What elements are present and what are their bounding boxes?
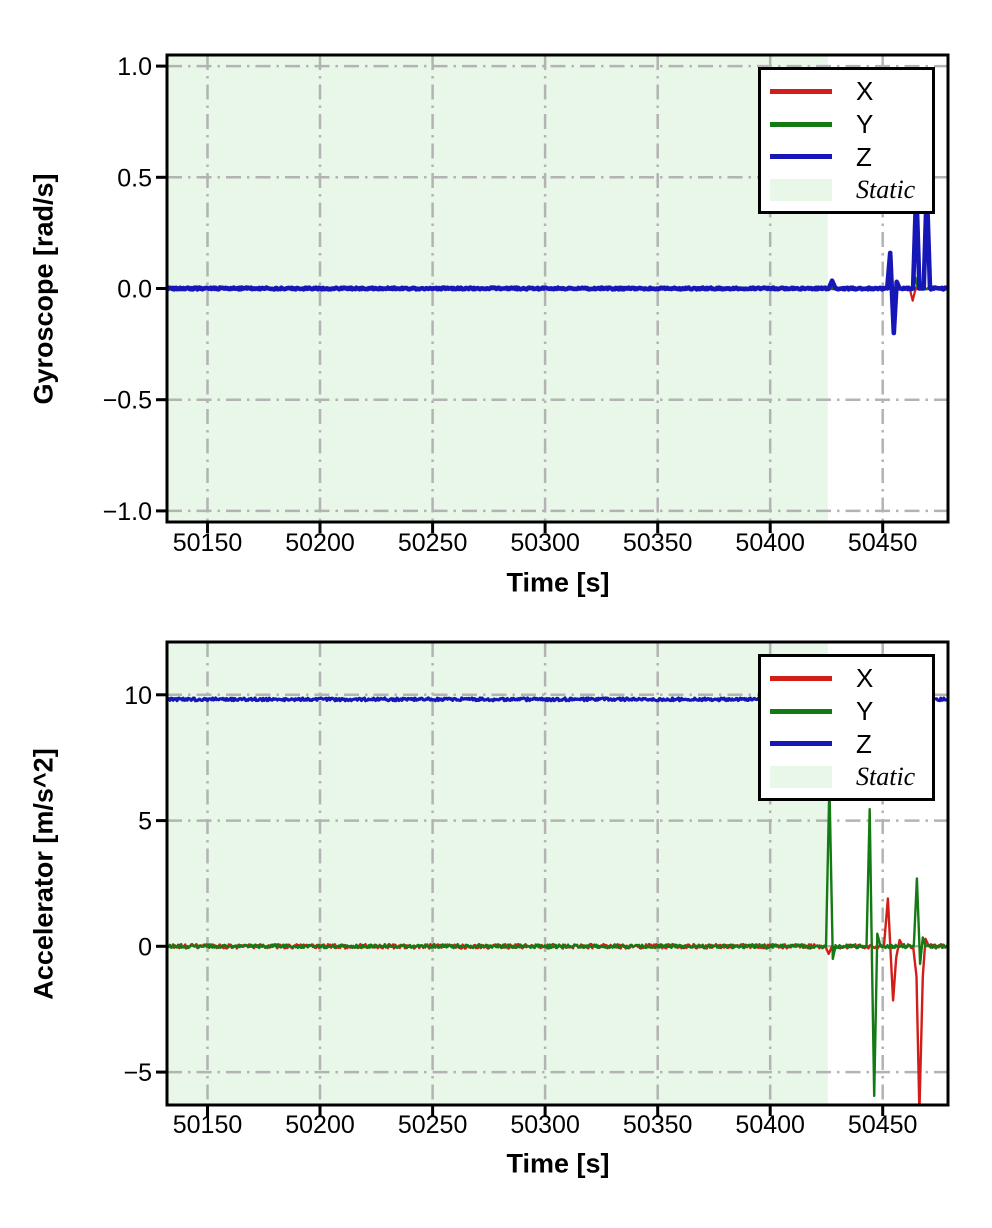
gyroscope-y-axis-label: Gyroscope [rad/s]: [28, 173, 59, 405]
y-tick-label: 0: [138, 933, 152, 961]
legend-item-static: Static: [770, 176, 932, 203]
y-tick-label: 10: [124, 682, 152, 710]
axes-frame: [165, 640, 950, 1107]
x-tick-label: 50350: [623, 1111, 693, 1139]
legend-item-label: Z: [856, 141, 872, 172]
y-tick-label: 1.0: [117, 53, 152, 81]
y-tick-label: 0.5: [117, 164, 152, 192]
x-tick-label: 50250: [398, 1111, 468, 1139]
y-tick-label: −0.5: [103, 387, 152, 415]
static-region: [167, 642, 828, 1105]
x-tick-label: 50400: [735, 1111, 805, 1139]
y-tick-label: 0.0: [117, 276, 152, 304]
legend-item-y: Y: [770, 111, 932, 138]
legend-line-swatch: [770, 675, 832, 681]
legend-item-label: Y: [856, 109, 874, 140]
legend-item-label: X: [856, 663, 874, 694]
legend-line-swatch: [770, 88, 832, 94]
axes-frame: [165, 53, 950, 524]
x-tick-label: 50150: [173, 1111, 243, 1139]
legend-item-x: X: [770, 665, 932, 692]
accelerator-x-axis-label: Time [s]: [506, 1148, 610, 1179]
series-z-line: [167, 186, 948, 336]
legend-static-swatch: [770, 765, 832, 788]
x-tick-label: 50450: [848, 1111, 918, 1139]
y-tick-label: −5: [123, 1059, 152, 1087]
legend-line-swatch: [770, 154, 832, 160]
x-tick-label: 50350: [623, 529, 693, 557]
legend-line-swatch: [770, 708, 832, 714]
y-tick-label: −1.0: [103, 498, 152, 526]
legend-item-z: Z: [770, 730, 932, 757]
legend-static-swatch: [770, 178, 832, 201]
legend-item-static: Static: [770, 763, 932, 790]
x-tick-label: 50300: [510, 529, 580, 557]
legend-static-label: Static: [856, 174, 916, 204]
legend-item-y: Y: [770, 698, 932, 725]
x-tick-label: 50250: [398, 529, 468, 557]
y-tick-label: 5: [138, 808, 152, 836]
x-tick-label: 50200: [285, 529, 355, 557]
legend-line-swatch: [770, 741, 832, 747]
x-tick-label: 50450: [848, 529, 918, 557]
legend-item-label: Y: [856, 696, 874, 727]
x-tick-label: 50400: [735, 529, 805, 557]
accelerator-legend: X Y Z Static: [758, 654, 935, 801]
legend-item-x: X: [770, 78, 932, 105]
x-tick-label: 50300: [510, 1111, 580, 1139]
gyroscope-legend: X Y Z Static: [758, 67, 935, 214]
x-tick-label: 50150: [173, 529, 243, 557]
legend-line-swatch: [770, 121, 832, 127]
legend-static-label: Static: [856, 761, 916, 791]
gyroscope-x-axis-label: Time [s]: [506, 567, 610, 598]
series-y-line: [167, 782, 948, 1098]
legend-item-label: X: [856, 76, 874, 107]
legend-item-label: Z: [856, 728, 872, 759]
x-tick-label: 50200: [285, 1111, 355, 1139]
legend-item-z: Z: [770, 143, 932, 170]
accelerator-y-axis-label: Accelerator [m/s^2]: [28, 748, 59, 1000]
